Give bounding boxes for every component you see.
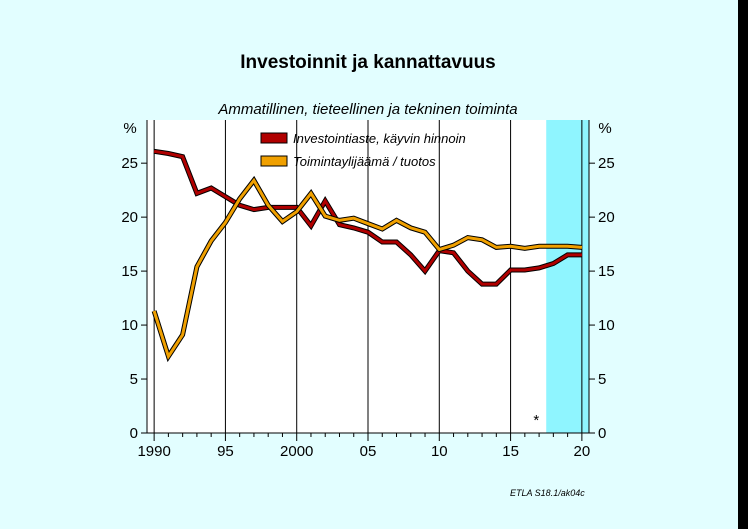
legend-swatch-investointiaste [260,132,288,144]
chart-title: Investoinnit ja kannattavuus [240,52,496,73]
y-tick-label-left-25: 25 [121,155,138,172]
y-tick-label-left-20: 20 [121,209,138,226]
x-axis: 1990 95 2000 05 10 15 20 [137,433,590,460]
x-tick-label-95: 95 [217,443,234,460]
legend-swatch-toimintaylijaama [260,155,288,167]
x-tick-label-10: 10 [431,443,448,460]
y-tick-label-left-10: 10 [121,317,138,334]
y-tick-label-right-0: 0 [598,425,606,442]
forecast-shading [546,120,589,433]
forecast-band [546,120,589,433]
forecast-marker: * [533,412,539,429]
y-axis-right-unit: % [598,120,611,137]
y-tick-label-right-25: 25 [598,155,615,172]
y-axis-left: 0 5 10 15 20 25 [121,155,147,442]
legend-label-investointiaste: Investointiaste, käyvin hinnoin [293,131,466,146]
y-tick-label-right-15: 15 [598,263,615,280]
y-tick-label-left-0: 0 [130,425,138,442]
y-tick-label-left-15: 15 [121,263,138,280]
series-line-investointiaste [153,149,582,286]
legend-label-toimintaylijaama: Toimintaylijäämä / tuotos [293,154,436,169]
x-tick-label-2000: 2000 [280,443,313,460]
series-lines [151,148,583,363]
y-tick-label-left-5: 5 [130,371,138,388]
x-tick-label-1990: 1990 [137,443,170,460]
y-axis-left-unit: % [123,120,136,137]
chart-subtitle: Ammatillinen, tieteellinen ja tekninen t… [217,101,517,118]
x-tick-label-15: 15 [502,443,519,460]
legend-item-toimintaylijaama: Toimintaylijäämä / tuotos [260,154,436,169]
y-axis-right: 0 5 10 15 20 25 [589,155,615,442]
x-tick-label-05: 05 [360,443,377,460]
y-tick-label-right-10: 10 [598,317,615,334]
series-line-toimintaylijaama [152,177,583,360]
source-note: ETLA S18.1/ak04c [510,488,585,498]
legend: Investointiaste, käyvin hinnoin Toiminta… [260,131,466,169]
x-tick-label-20: 20 [574,443,591,460]
y-tick-label-right-5: 5 [598,371,606,388]
legend-item-investointiaste: Investointiaste, käyvin hinnoin [260,131,466,146]
vertical-gridlines [153,120,583,433]
y-tick-label-right-20: 20 [598,209,615,226]
